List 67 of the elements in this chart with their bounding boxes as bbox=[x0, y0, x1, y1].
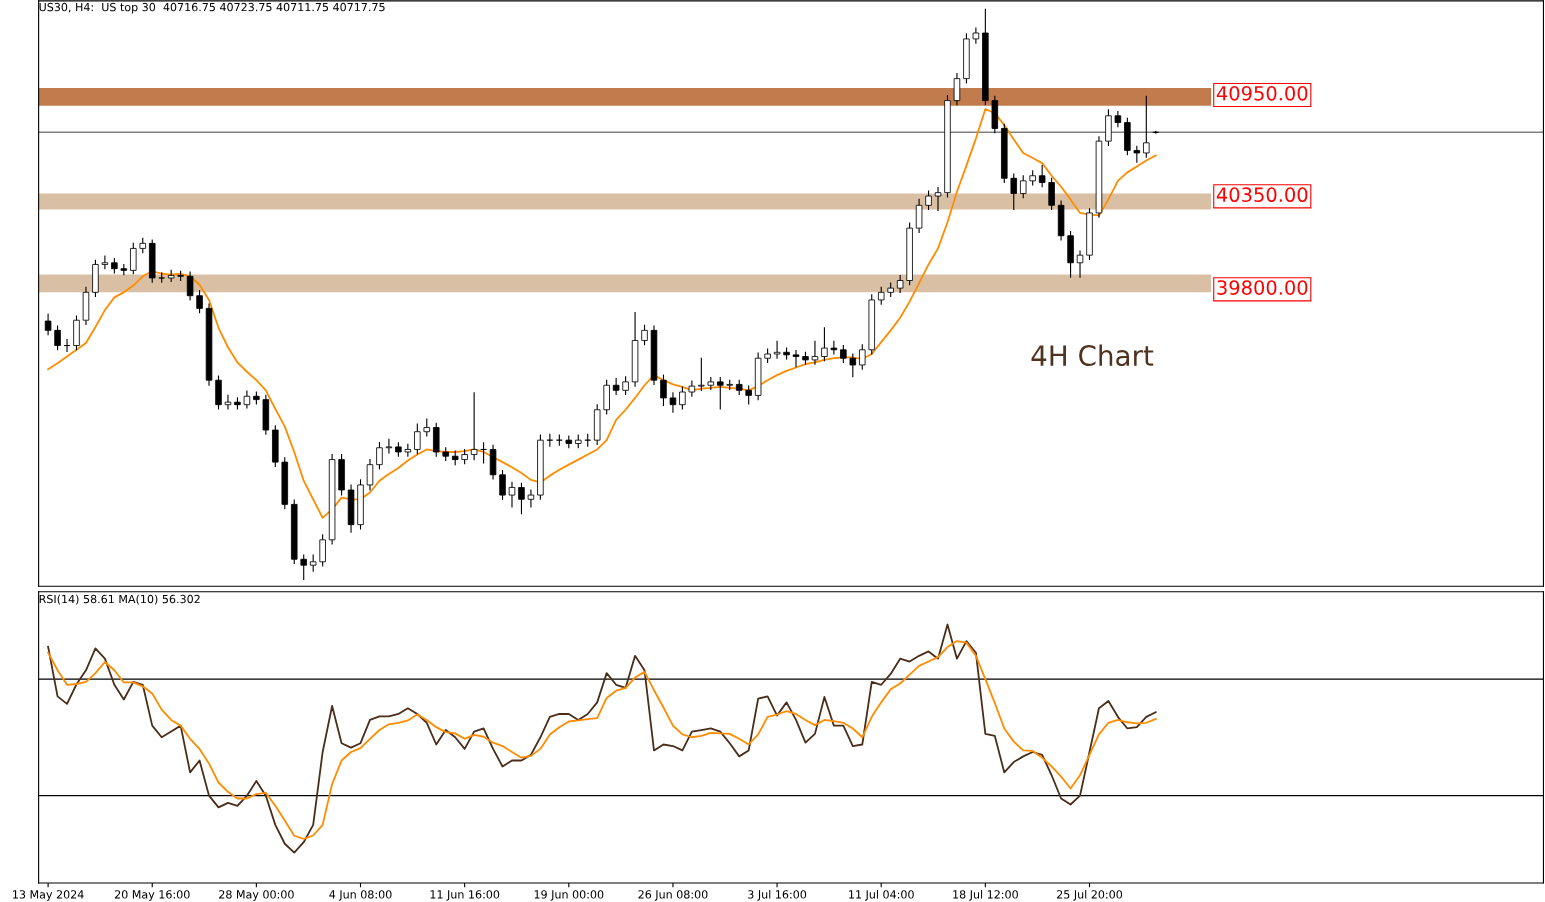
x-tick-label: 3 Jul 16:00 bbox=[748, 890, 807, 901]
candlestick bbox=[698, 357, 705, 391]
candlestick bbox=[849, 353, 857, 378]
candlestick bbox=[953, 72, 961, 106]
candlestick bbox=[300, 554, 307, 581]
candlestick bbox=[376, 442, 383, 470]
annotation: 4H Chart bbox=[1031, 344, 1154, 367]
candlestick bbox=[508, 481, 516, 508]
candlestick bbox=[527, 489, 535, 508]
candlestick bbox=[414, 423, 421, 455]
candlestick bbox=[859, 344, 866, 370]
candlestick bbox=[385, 438, 393, 454]
candlestick bbox=[830, 340, 838, 355]
candlestick bbox=[688, 380, 696, 397]
candlestick bbox=[1048, 177, 1055, 211]
candlestick bbox=[717, 377, 724, 410]
candlestick bbox=[641, 324, 648, 346]
candlestick bbox=[470, 392, 478, 461]
candlestick bbox=[186, 271, 194, 301]
candlestick bbox=[130, 242, 137, 275]
x-tick-label: 28 May 00:00 bbox=[219, 890, 294, 901]
candlestick bbox=[404, 443, 412, 457]
candlestick bbox=[158, 272, 165, 283]
candlestick bbox=[811, 340, 819, 365]
candlestick bbox=[1114, 111, 1122, 128]
x-tick-label: 20 May 16:00 bbox=[114, 890, 190, 901]
candlestick bbox=[821, 327, 828, 362]
candlestick bbox=[243, 390, 251, 409]
y-tick-label: 40950.00 bbox=[1216, 85, 1308, 101]
line-series bbox=[47, 108, 1157, 519]
candlestick bbox=[1152, 130, 1160, 134]
candlestick bbox=[660, 374, 667, 407]
x-tick-label: 18 Jul 12:00 bbox=[953, 890, 1018, 901]
candlestick bbox=[612, 377, 620, 396]
x-tick-label: 13 May 2024 bbox=[13, 890, 84, 901]
candlestick bbox=[972, 27, 980, 44]
x-tick-label: 19 Jun 00:00 bbox=[534, 890, 604, 901]
candlestick bbox=[1010, 173, 1018, 211]
candlestick bbox=[518, 482, 525, 515]
candlestick bbox=[773, 340, 781, 359]
candlestick bbox=[1076, 250, 1084, 278]
candlestick bbox=[196, 290, 203, 314]
candlestick bbox=[319, 534, 326, 567]
candlestick bbox=[1019, 175, 1027, 199]
candlestick bbox=[792, 350, 800, 368]
candlestick bbox=[1143, 95, 1150, 158]
chart-title: US30, H4: US top 30 40716.75 40723.75 40711.75 40717.75 bbox=[39, 2, 385, 14]
candlestick bbox=[934, 187, 942, 211]
candlestick bbox=[915, 198, 923, 233]
chart-title: RSI(14) 58.61 MA(10) 56.302 bbox=[39, 594, 200, 605]
x-tick-label: 11 Jul 04:00 bbox=[849, 890, 914, 901]
candlestick bbox=[54, 325, 61, 351]
candlestick bbox=[925, 190, 932, 211]
candlestick bbox=[224, 394, 232, 410]
x-tick-label: 11 Jun 16:00 bbox=[430, 890, 500, 901]
y-tick-label: 39800.00 bbox=[1217, 280, 1308, 295]
candlestick bbox=[499, 470, 506, 500]
candlestick bbox=[366, 459, 374, 491]
x-tick-label: 25 Jul 20:00 bbox=[1057, 890, 1123, 901]
candlestick bbox=[44, 313, 52, 336]
candlestick bbox=[1038, 165, 1046, 188]
y-tick-label: 40350.00 bbox=[1216, 187, 1308, 203]
x-tick-label: 26 Jun 08:00 bbox=[638, 890, 708, 901]
x-tick-label: 4 Jun 08:00 bbox=[329, 890, 392, 901]
candlestick bbox=[669, 392, 677, 413]
candlestick bbox=[679, 386, 686, 410]
candlestick bbox=[101, 255, 109, 270]
